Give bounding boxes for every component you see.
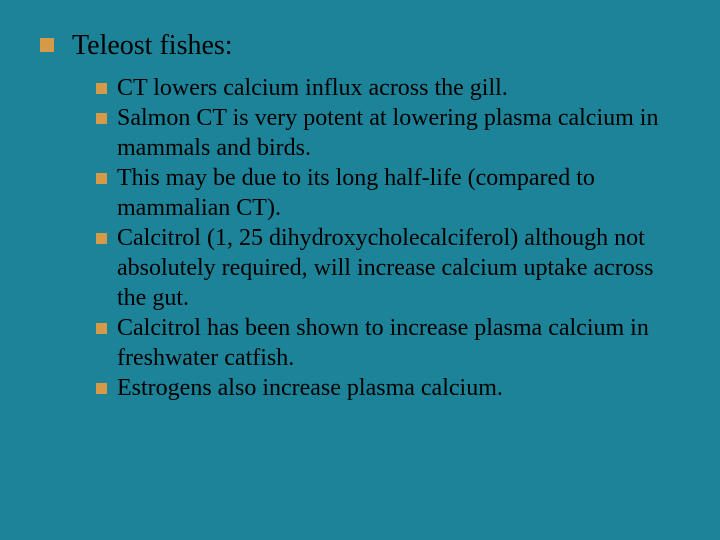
square-bullet-icon [96, 323, 107, 334]
sub-bullet-list: CT lowers calcium influx across the gill… [96, 73, 680, 403]
list-item-text: Calcitrol has been shown to increase pla… [117, 313, 680, 373]
square-bullet-icon [40, 38, 54, 52]
square-bullet-icon [96, 83, 107, 94]
list-item-text: Calcitrol (1, 25 dihydroxycholecalcifero… [117, 223, 680, 313]
list-item: Calcitrol has been shown to increase pla… [96, 313, 680, 373]
list-item: Estrogens also increase plasma calcium. [96, 373, 680, 403]
list-item: Calcitrol (1, 25 dihydroxycholecalcifero… [96, 223, 680, 313]
list-item-text: Salmon CT is very potent at lowering pla… [117, 103, 680, 163]
heading-text: Teleost fishes: [72, 28, 233, 63]
slide-content: Teleost fishes: CT lowers calcium influx… [0, 0, 720, 423]
list-item: CT lowers calcium influx across the gill… [96, 73, 680, 103]
square-bullet-icon [96, 233, 107, 244]
heading-row: Teleost fishes: [40, 28, 680, 63]
square-bullet-icon [96, 173, 107, 184]
list-item: Salmon CT is very potent at lowering pla… [96, 103, 680, 163]
list-item: This may be due to its long half-life (c… [96, 163, 680, 223]
list-item-text: Estrogens also increase plasma calcium. [117, 373, 503, 403]
list-item-text: CT lowers calcium influx across the gill… [117, 73, 508, 103]
square-bullet-icon [96, 113, 107, 124]
list-item-text: This may be due to its long half-life (c… [117, 163, 680, 223]
square-bullet-icon [96, 383, 107, 394]
